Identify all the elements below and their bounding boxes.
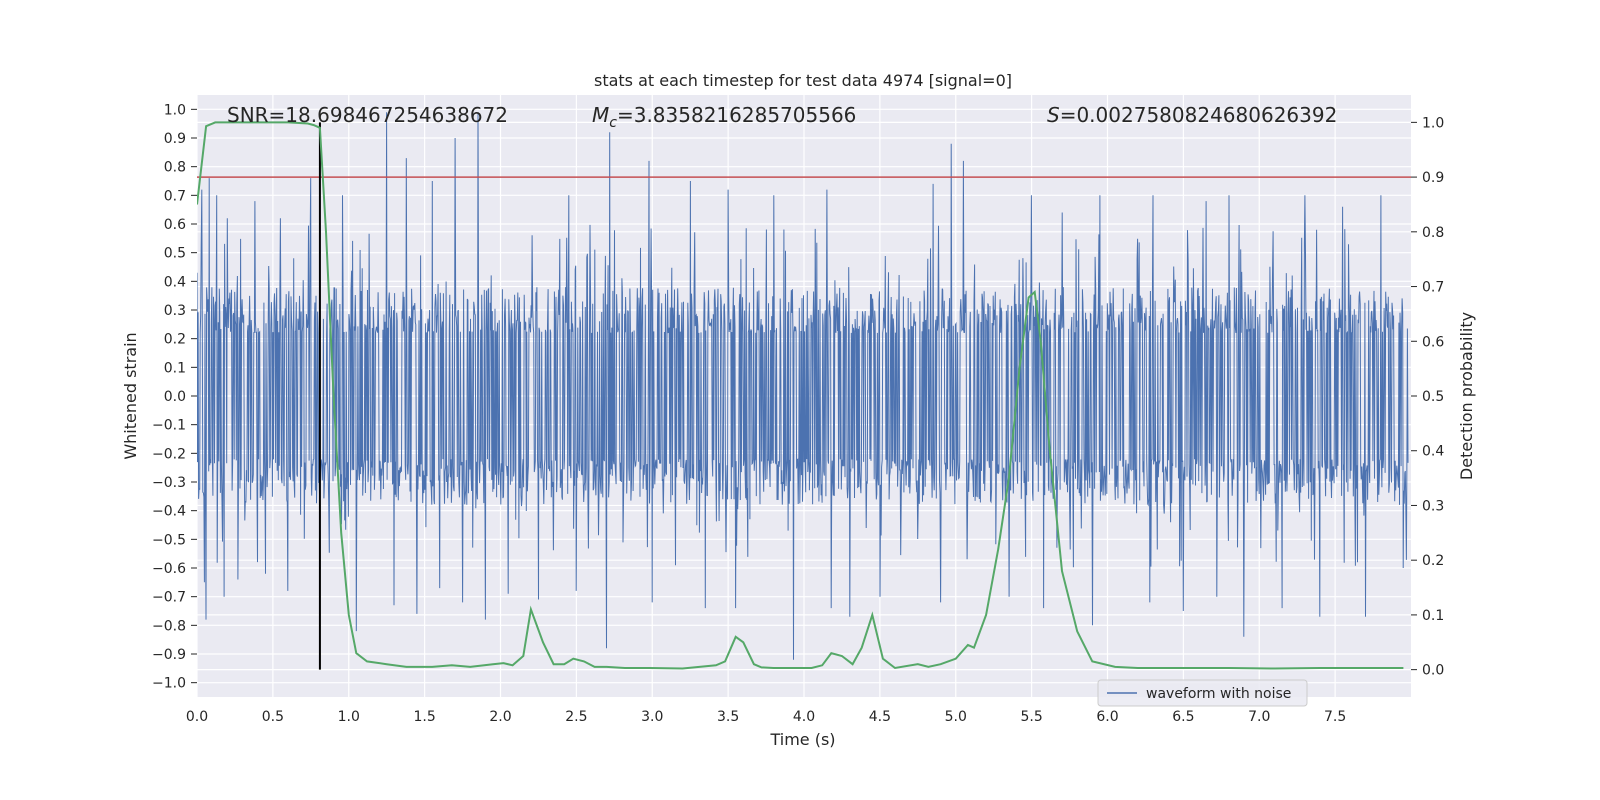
chirp-mass-subscript: c [609,115,617,131]
right-y-axis-label: Detection probability [1457,312,1476,480]
y-tick-label-left: 0.7 [164,188,186,204]
plot-content [197,112,1411,670]
y-tick-label-left: −0.3 [152,475,186,491]
legend: waveform with noise [1097,679,1308,707]
detection-probability-series [197,121,1404,670]
y-tick-label-left: −0.5 [152,532,186,548]
chirp-mass-annotation: Mc=3.8358216285705566 [592,103,856,131]
y-tick-label-left: −0.9 [152,647,186,663]
y-tick-label-right: 0.4 [1422,444,1444,460]
x-tick-label: 7.5 [1324,709,1346,725]
x-tick-label: 2.5 [565,709,587,725]
y-tick-label-right: 0.0 [1422,663,1444,679]
left-y-axis-ticks: −1.0 −0.9 −0.8 −0.7 −0.6 −0.5 −0.4 −0.3 −0.2 −0.1… [152,102,197,692]
y-tick-label-right: 1.0 [1422,115,1444,131]
legend-box [1097,679,1308,707]
y-tick-label-left: 0.1 [164,360,186,376]
snr-annotation: SNR=18.698467254638672 [227,103,508,127]
x-tick-label: 6.5 [1172,709,1194,725]
x-axis-label: Time (s) [769,730,835,749]
legend-label-waveform: waveform with noise [1146,686,1291,702]
y-tick-label-left: 0.6 [164,217,186,233]
chirp-mass-value: =3.8358216285705566 [617,103,856,127]
x-tick-label: 2.0 [489,709,511,725]
y-tick-label-right: 0.6 [1422,334,1444,350]
s-statistic-annotation: S=0.0027580824680626392 [1047,103,1337,127]
x-tick-label: 6.0 [1096,709,1118,725]
x-tick-label: 3.5 [717,709,739,725]
s-statistic-symbol: S [1047,103,1060,127]
waveform-series [197,112,1409,660]
x-tick-label: 1.5 [413,709,435,725]
y-tick-label-left: 0.0 [164,389,186,405]
left-y-axis-label: Whitened strain [121,332,140,459]
y-tick-label-right: 0.5 [1422,389,1444,405]
y-tick-label-left: −0.6 [152,561,186,577]
x-tick-label: 5.0 [945,709,967,725]
x-tick-label: 4.0 [793,709,815,725]
x-axis-ticks: 0.0 0.5 1.0 1.5 2.0 2.5 3.0 3.5 4.0 4.5 5.0 5.5 6.0 6… [186,709,1346,725]
y-tick-label-left: 0.4 [164,274,186,290]
y-tick-label-right: 0.7 [1422,280,1444,296]
x-tick-label: 5.5 [1020,709,1042,725]
x-tick-label: 4.5 [869,709,891,725]
y-tick-label-left: −1.0 [152,676,186,692]
y-tick-label-left: −0.7 [152,590,186,606]
y-tick-label-left: 0.3 [164,303,186,319]
y-tick-label-right: 0.8 [1422,225,1444,241]
y-tick-label-right: 0.3 [1422,498,1444,514]
y-tick-label-left: −0.1 [152,418,186,434]
s-statistic-value: =0.0027580824680626392 [1060,103,1338,127]
y-tick-label-left: 0.9 [164,131,186,147]
x-tick-label: 7.0 [1248,709,1270,725]
y-tick-label-left: 0.5 [164,246,186,262]
right-y-axis-ticks: 0.0 0.1 0.2 0.3 0.4 0.5 0.6 0.7 0.8 0.9 1.0 [1411,115,1444,679]
x-tick-label: 0.5 [262,709,284,725]
y-tick-label-left: −0.2 [152,446,186,462]
y-tick-label-left: 0.2 [164,332,186,348]
y-tick-label-left: −0.4 [152,504,186,520]
x-tick-label: 1.0 [338,709,360,725]
x-tick-label: 3.0 [641,709,663,725]
y-tick-label-right: 0.1 [1422,608,1444,624]
y-tick-label-right: 0.9 [1422,170,1444,186]
y-tick-label-left: −0.8 [152,618,186,634]
chirp-mass-symbol: M [592,103,609,127]
y-tick-label-right: 0.2 [1422,553,1444,569]
x-tick-label: 0.0 [186,709,208,725]
y-tick-label-left: 1.0 [164,102,186,118]
y-tick-label-left: 0.8 [164,160,186,176]
chart-title: stats at each timestep for test data 497… [594,71,1012,90]
